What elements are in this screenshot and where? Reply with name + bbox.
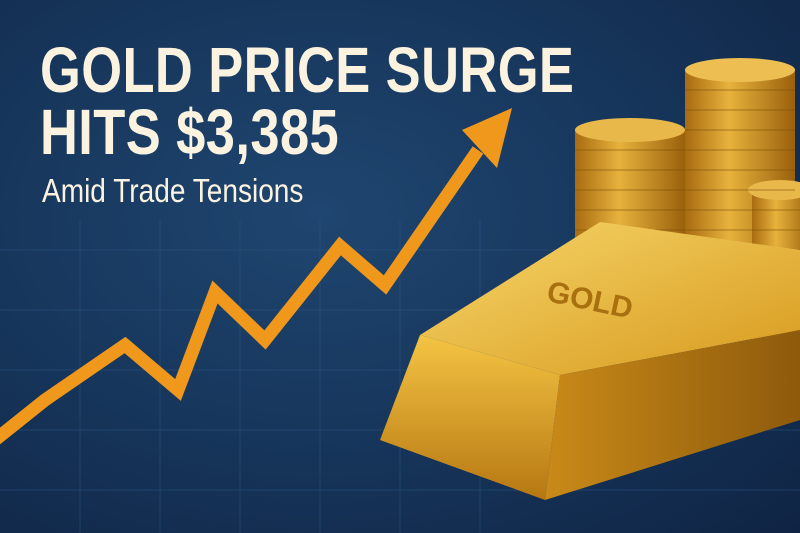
headline-line-2: HITS $3,385 bbox=[40, 96, 340, 168]
trend-arrow-icon bbox=[0, 108, 512, 445]
subtitle: Amid Trade Tensions bbox=[42, 172, 304, 209]
gold-bar-icon: GOLD bbox=[380, 222, 800, 500]
headline-line-1: GOLD PRICE SURGE bbox=[40, 34, 575, 106]
